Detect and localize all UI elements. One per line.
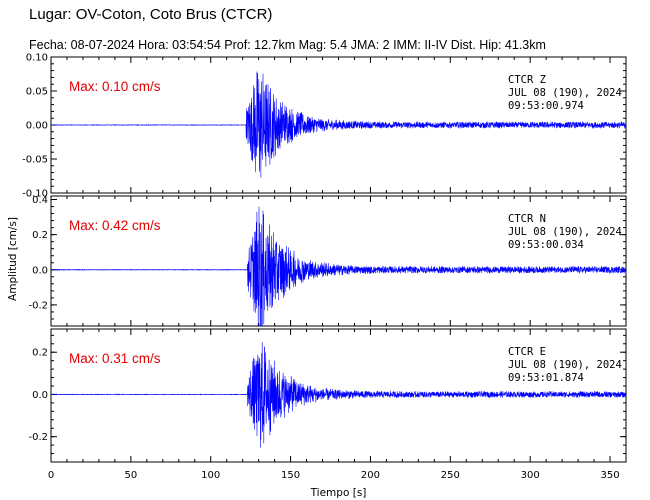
y-axis-label: Amplitud [cm/s] xyxy=(7,217,19,301)
date-label: JUL 08 (190), 2024 xyxy=(508,359,622,371)
waveform-trace xyxy=(51,342,626,448)
station-label: CTCR E xyxy=(508,346,546,358)
x-tick-label: 200 xyxy=(361,470,380,481)
y-tick-label: 0.10 xyxy=(26,53,48,64)
x-tick-label: 250 xyxy=(441,470,460,481)
x-tick-label: 100 xyxy=(201,470,220,481)
station-label: CTCR Z xyxy=(508,74,546,86)
x-tick-label: 300 xyxy=(521,470,540,481)
waveform-trace xyxy=(51,206,626,326)
y-tick-label: 0.2 xyxy=(32,348,48,359)
x-axis-label: Tiempo [s] xyxy=(310,487,367,499)
y-tick-label: -0.2 xyxy=(28,432,48,443)
time-label: 09:53:00.034 xyxy=(508,239,584,251)
y-tick-label: -0.10 xyxy=(22,189,48,200)
waveform-trace xyxy=(51,71,626,178)
page-subtitle: Fecha: 08-07-2024 Hora: 03:54:54 Prof: 1… xyxy=(29,38,546,52)
y-tick-label: -0.05 xyxy=(22,155,48,166)
y-tick-label: 0.05 xyxy=(26,87,48,98)
time-label: 09:53:01.874 xyxy=(508,372,584,384)
y-tick-label: -0.2 xyxy=(28,300,48,311)
page-title: Lugar: OV-Coton, Coto Brus (CTCR) xyxy=(29,6,273,23)
max-amplitude-label: Max: 0.31 cm/s xyxy=(69,351,161,366)
x-tick-label: 0 xyxy=(48,470,54,481)
y-tick-label: 0.0 xyxy=(32,265,48,276)
y-tick-label: 0.0 xyxy=(32,390,48,401)
date-label: JUL 08 (190), 2024 xyxy=(508,87,622,99)
x-tick-label: 150 xyxy=(281,470,300,481)
y-tick-label: 0.4 xyxy=(32,195,48,206)
max-amplitude-label: Max: 0.10 cm/s xyxy=(69,79,161,94)
station-label: CTCR N xyxy=(508,213,546,225)
x-tick-label: 350 xyxy=(600,470,619,481)
y-tick-label: 0.00 xyxy=(26,121,48,132)
max-amplitude-label: Max: 0.42 cm/s xyxy=(69,218,161,233)
y-tick-label: 0.2 xyxy=(32,230,48,241)
x-tick-label: 50 xyxy=(124,470,137,481)
date-label: JUL 08 (190), 2024 xyxy=(508,226,622,238)
time-label: 09:53:00.974 xyxy=(508,100,584,112)
